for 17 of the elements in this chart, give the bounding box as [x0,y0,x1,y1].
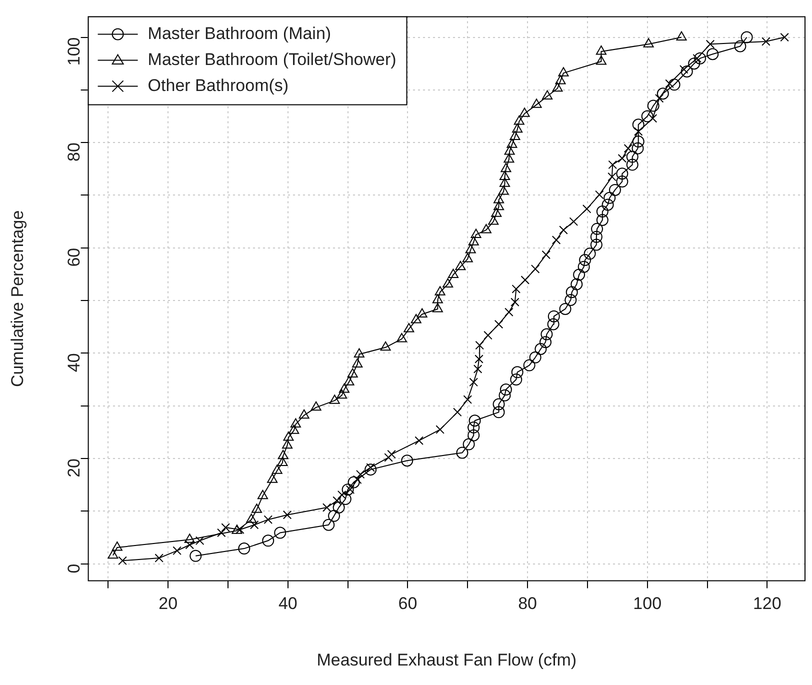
legend-label: Master Bathroom (Main) [148,24,332,43]
x-tick-label: 60 [398,594,418,614]
x-tick-label: 100 [633,594,662,614]
y-tick-label: 60 [64,248,84,267]
legend-label: Master Bathroom (Toilet/Shower) [148,50,396,69]
y-tick-label: 40 [64,353,84,372]
y-axis-title: Cumulative Percentage [8,210,27,388]
y-tick-label: 0 [64,564,84,574]
x-tick-label: 40 [278,594,298,614]
x-tick-label: 80 [518,594,537,614]
x-tick-label: 20 [158,594,178,614]
y-tick-label: 80 [64,142,84,162]
y-tick-label: 100 [64,37,84,66]
x-tick-label: 120 [752,594,782,614]
x-axis-title: Measured Exhaust Fan Flow (cfm) [316,650,577,670]
y-tick-label: 20 [64,458,84,478]
legend-label: Other Bathroom(s) [148,76,289,95]
